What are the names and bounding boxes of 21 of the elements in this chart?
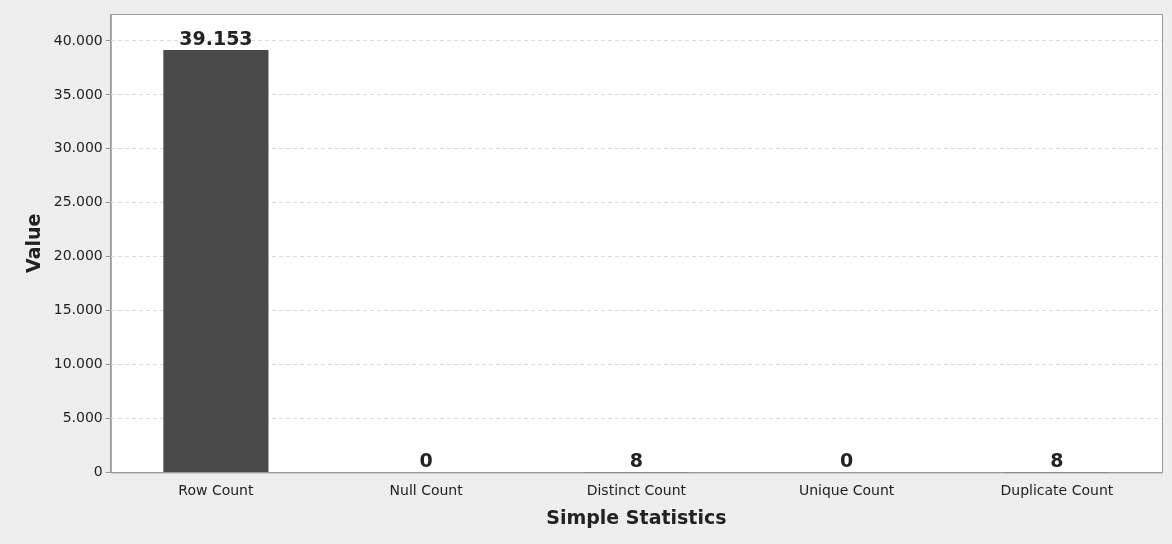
y-tick-label: 35.000: [53, 85, 103, 102]
y-tick-label: 15.000: [53, 301, 103, 318]
data-label: 39.153: [179, 26, 253, 49]
y-tick-label: 25.000: [53, 193, 103, 210]
y-tick-label: 0: [93, 463, 103, 480]
y-tick-label: 20.000: [53, 247, 103, 264]
y-tick-label: 40.000: [53, 31, 103, 48]
x-tick-label: Duplicate Count: [1000, 482, 1114, 499]
x-tick-label: Row Count: [178, 482, 254, 499]
data-label: 0: [840, 448, 854, 471]
data-label: 8: [1050, 448, 1064, 471]
x-axis-title: Simple Statistics: [546, 505, 727, 528]
y-tick-label: 30.000: [53, 139, 103, 156]
data-label: 0: [419, 448, 433, 471]
x-tick-label: Distinct Count: [586, 482, 687, 499]
y-tick-label: 10.000: [53, 355, 103, 372]
y-tick-label: 5.000: [62, 409, 103, 426]
x-tick-label: Unique Count: [798, 482, 895, 499]
x-tick-label: Null Count: [389, 482, 464, 499]
data-label: 8: [629, 448, 644, 471]
y-axis-title: Value: [22, 213, 45, 273]
